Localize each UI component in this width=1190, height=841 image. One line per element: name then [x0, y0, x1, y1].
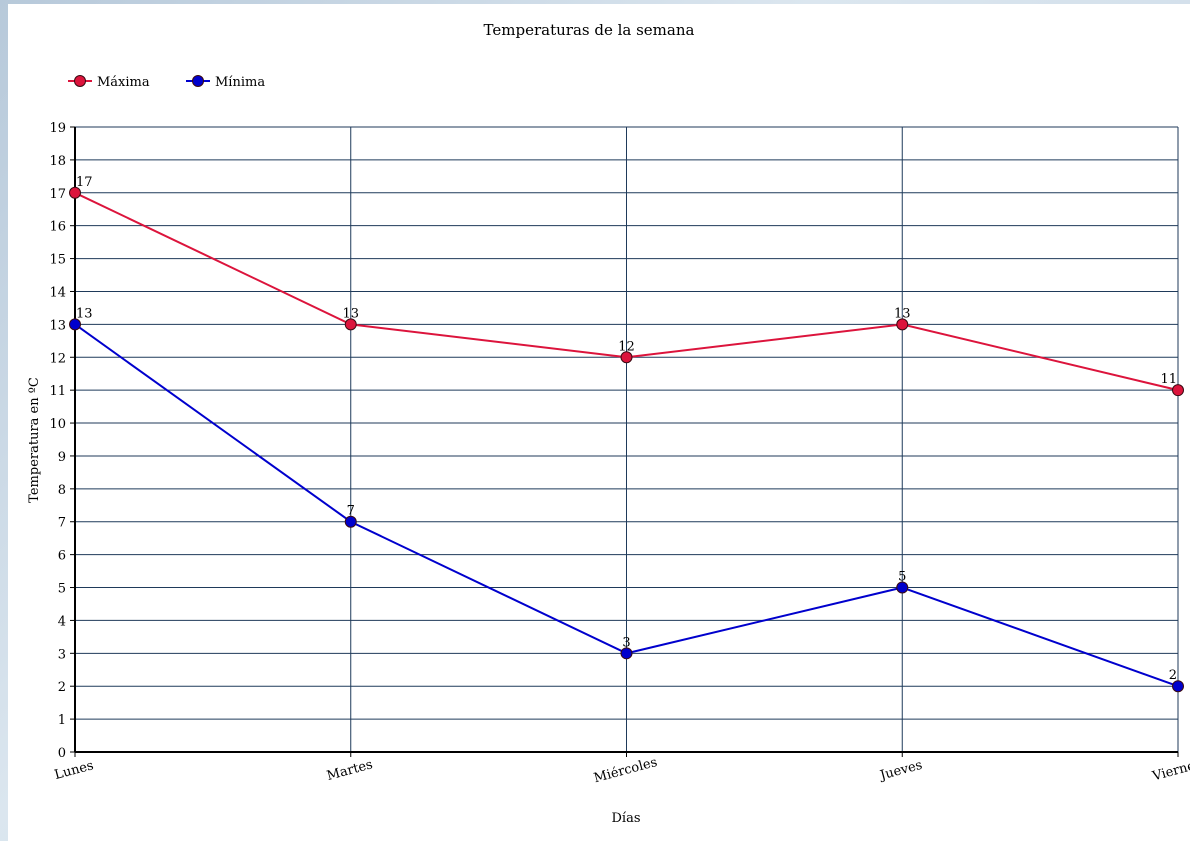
- data-point: [69, 186, 81, 199]
- y-tick-label: 5: [58, 582, 66, 597]
- y-tick-label: 9: [58, 450, 66, 465]
- legend-entry: Mínima: [215, 75, 265, 90]
- data-label: 17: [76, 175, 93, 190]
- legend-entry: Máxima: [97, 75, 150, 90]
- chart-title: Temperaturas de la semana: [484, 21, 695, 39]
- y-tick-label: 14: [49, 285, 66, 300]
- data-label: 11: [1160, 372, 1177, 387]
- data-point: [344, 318, 357, 331]
- y-tick-label: 1: [58, 713, 66, 728]
- legend-swatch-marker: [192, 75, 204, 87]
- x-tick-label: Miércoles: [592, 755, 659, 786]
- data-point: [69, 318, 81, 331]
- y-axis-label: Temperatura en ºC: [27, 377, 42, 503]
- data-point: [896, 318, 909, 331]
- y-tick-label: 4: [58, 614, 66, 629]
- y-tick-label: 6: [58, 549, 66, 564]
- grid: [75, 126, 1179, 752]
- y-tick-label: 8: [58, 483, 66, 498]
- x-axis-label: Días: [611, 811, 640, 826]
- data-labels: 17 13 12 13 11 13 7 3 5 2: [76, 175, 1177, 683]
- y-tick-label: 17: [49, 187, 66, 202]
- y-tick-label: 7: [58, 516, 66, 531]
- x-tick-label: Jueves: [877, 758, 924, 784]
- y-tick-label: 2: [58, 680, 66, 695]
- y-tick-label: 3: [58, 647, 66, 662]
- data-label: 7: [347, 504, 355, 519]
- y-tick-label: 13: [49, 318, 66, 333]
- y-tick-label: 18: [49, 154, 66, 169]
- x-tick-label: Viernes: [1150, 757, 1190, 785]
- data-point: [1172, 384, 1184, 397]
- x-tick-label: Lunes: [53, 758, 95, 783]
- y-tick-label: 15: [49, 253, 66, 268]
- y-tick-label: 19: [49, 121, 66, 136]
- data-label: 2: [1169, 668, 1177, 683]
- data-label: 13: [894, 306, 911, 321]
- y-tick-label: 12: [49, 351, 66, 366]
- legend-swatch-marker: [74, 75, 86, 87]
- y-tick-label: 10: [49, 417, 66, 432]
- data-label: 13: [76, 306, 93, 321]
- chart-panel: [8, 4, 1190, 841]
- data-label: 12: [618, 339, 635, 354]
- data-point: [896, 581, 909, 594]
- data-point: [1172, 680, 1184, 693]
- data-point: [620, 647, 633, 660]
- data-label: 5: [898, 570, 906, 585]
- y-tick-label: 16: [49, 220, 66, 235]
- data-label: 13: [342, 306, 359, 321]
- data-point: [620, 351, 633, 364]
- y-tick-label: 0: [58, 746, 66, 761]
- legend: Máxima Mínima: [68, 75, 265, 90]
- y-tick-label: 11: [49, 384, 66, 399]
- x-tick-label: Martes: [325, 757, 374, 784]
- data-label: 3: [622, 635, 630, 650]
- data-point: [344, 515, 357, 528]
- series-points: [69, 186, 1184, 693]
